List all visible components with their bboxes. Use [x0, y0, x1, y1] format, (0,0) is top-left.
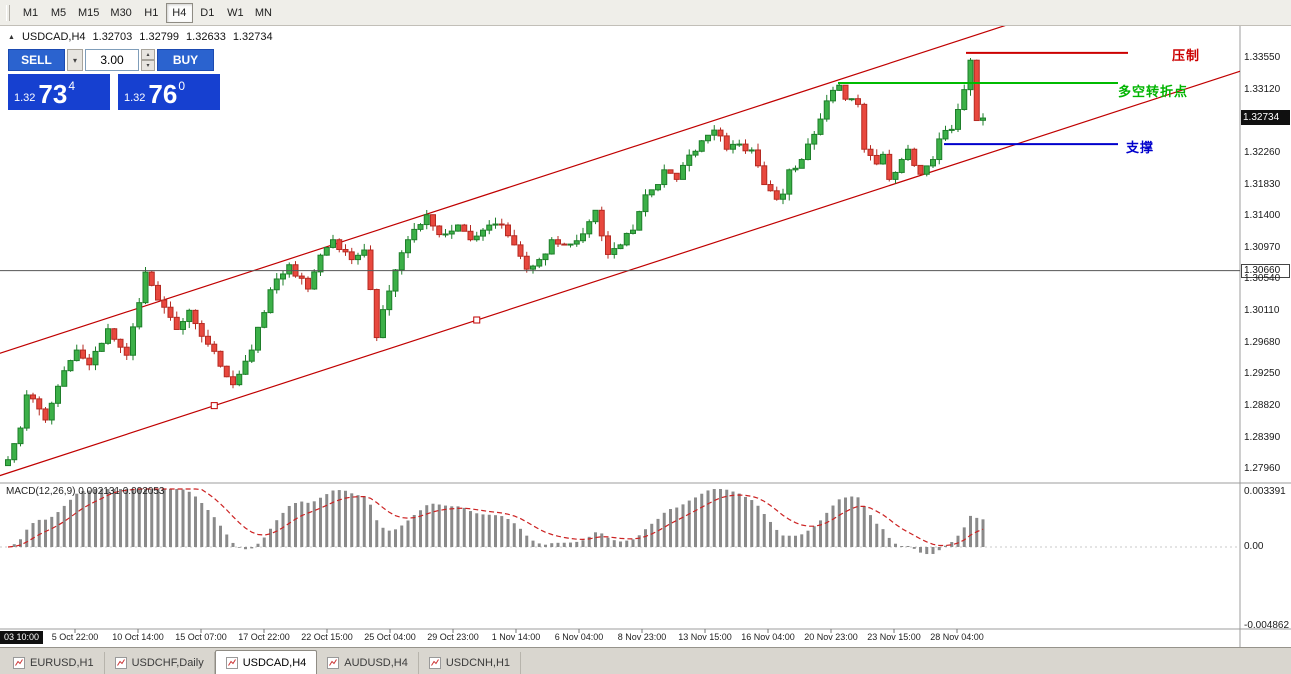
toolbar-grip-handle[interactable]: [6, 4, 10, 21]
chart-tab-label: EURUSD,H1: [30, 657, 94, 669]
volume-stepper: ▴ ▾: [141, 49, 155, 71]
time-axis-label: 1 Nov 14:00: [491, 632, 541, 642]
time-axis-label: 5 Oct 22:00: [51, 632, 99, 642]
chart-tab-label: AUDUSD,H4: [344, 657, 408, 669]
time-axis-label: 13 Nov 15:00: [678, 632, 732, 642]
macd-axis-label-bottom: -0.004862: [1244, 619, 1290, 631]
chart-tab-icon: [225, 656, 238, 669]
price-axis-label: 1.29250: [1244, 368, 1281, 380]
price-axis-label: 1.31830: [1244, 178, 1281, 190]
chart-window: ▲ USDCAD,H4 1.32703 1.32799 1.32633 1.32…: [0, 0, 1291, 647]
time-scale[interactable]: 03 10:00 5 Oct 22:00 10 Oct 14:00 15 Oct 0…: [0, 629, 1240, 647]
resistance-label[interactable]: 压制: [1172, 48, 1201, 63]
price-axis-label: 1.28820: [1244, 400, 1281, 411]
pivot-label[interactable]: 多空转折点: [1118, 84, 1189, 99]
time-axis-label: 10 Oct 14:00: [112, 632, 164, 642]
highlighted-time-box: 03 10:00: [0, 631, 44, 644]
chart-tab[interactable]: USDCAD,H4: [214, 650, 318, 674]
volume-dropdown-button[interactable]: ▾: [67, 49, 83, 71]
chart-tab-label: USDCHF,Daily: [131, 657, 204, 669]
level-price-box: 1.30660: [1241, 263, 1290, 278]
price-scale[interactable]: 1.32734 1.30660 0.003391 0.00 -0.004862 …: [1241, 0, 1291, 647]
price-axis-label: 1.31400: [1244, 210, 1281, 222]
time-axis-label: 29 Oct 23:00: [427, 632, 479, 642]
chart-tab[interactable]: AUDUSD,H4: [317, 652, 419, 674]
price-axis-label: 1.27960: [1244, 463, 1281, 475]
time-axis-label: 17 Oct 22:00: [238, 632, 290, 642]
sell-price-panel[interactable]: 1.32 73 4: [8, 74, 110, 110]
current-price-box: 1.32734: [1241, 110, 1290, 126]
ohlc-high: 1.32799: [139, 31, 180, 43]
time-axis-label: 15 Oct 07:00: [175, 632, 227, 642]
chart-tab-icon: [428, 657, 441, 669]
macd-axis-label-top: 0.003391: [1244, 485, 1286, 497]
price-axis-label: 1.30540: [1244, 273, 1281, 285]
timeframe-d1[interactable]: D1: [200, 6, 215, 19]
timeframe-m15[interactable]: M15: [78, 6, 100, 19]
price-axis-label: 1.33550: [1244, 52, 1281, 63]
buy-price-prefix: 1.32: [124, 92, 146, 104]
timeframe-w1[interactable]: W1: [227, 6, 244, 19]
buy-price-panel[interactable]: 1.32 76 0: [118, 74, 220, 110]
buy-price-sup: 0: [178, 79, 186, 93]
price-axis-label: 1.30110: [1244, 305, 1280, 317]
time-axis-label: 28 Nov 04:00: [930, 632, 984, 642]
timeframe-m1[interactable]: M1: [22, 6, 39, 19]
volume-increase-button[interactable]: ▴: [141, 49, 155, 60]
chart-tab[interactable]: EURUSD,H1: [3, 652, 105, 674]
time-axis-label: 23 Nov 15:00: [867, 632, 921, 642]
chart-title: ▲ USDCAD,H4 1.32703 1.32799 1.32633 1.32…: [8, 31, 273, 43]
one-click-panel: SELL ▾ ▴ ▾ BUY 1.32 73 4 1.32 76 0: [8, 49, 220, 110]
macd-indicator-label: MACD(12,26,9) 0.002131 0.002053: [6, 486, 165, 497]
price-axis-label: 1.32260: [1244, 146, 1281, 158]
time-axis-label: 22 Oct 15:00: [301, 632, 353, 642]
sell-button[interactable]: SELL: [8, 49, 65, 71]
sell-price-prefix: 1.32: [14, 92, 36, 104]
sell-price-main: 73: [38, 79, 68, 109]
volume-decrease-button[interactable]: ▾: [141, 60, 155, 71]
ohlc-close: 1.32734: [232, 31, 273, 43]
chart-tab[interactable]: USDCNH,H1: [419, 652, 522, 674]
time-axis-label: 20 Nov 23:00: [804, 632, 858, 642]
buy-price-main: 76: [148, 79, 178, 109]
timeframe-toolbar: M1 M5 M15 M30 H1 H4 D1 W1 MN: [0, 0, 1291, 26]
macd-axis-label-zero: 0.00: [1244, 541, 1264, 552]
buy-button[interactable]: BUY: [157, 49, 214, 71]
price-axis-label: 1.28390: [1244, 431, 1281, 443]
ohlc-low: 1.32633: [186, 31, 226, 43]
timeframe-m30[interactable]: M30: [110, 6, 132, 19]
chart-tab[interactable]: USDCHF,Daily: [105, 652, 215, 674]
timeframe-m5[interactable]: M5: [50, 6, 67, 19]
time-axis-label: 16 Nov 04:00: [741, 632, 795, 642]
timeframe-h1[interactable]: H1: [144, 6, 159, 19]
symbol-label: USDCAD,H4: [21, 31, 86, 43]
time-axis-label: 25 Oct 04:00: [364, 632, 416, 642]
time-axis-label: 6 Nov 04:00: [554, 632, 604, 642]
one-click-toggle-icon[interactable]: ▲: [8, 33, 15, 41]
timeframe-h4[interactable]: H4: [165, 2, 193, 23]
chevron-down-icon: ▾: [72, 55, 77, 65]
sell-price-sup: 4: [68, 79, 76, 93]
ohlc-open: 1.32703: [92, 31, 133, 43]
chart-canvas[interactable]: [0, 0, 1291, 647]
chart-tab-label: USDCNH,H1: [445, 657, 511, 669]
time-axis-label: 8 Nov 23:00: [617, 632, 667, 642]
chart-tab-icon: [114, 657, 127, 669]
price-axis-label: 1.30970: [1244, 241, 1281, 253]
chart-tab-icon: [327, 657, 340, 669]
price-axis-label: 1.29680: [1244, 336, 1281, 348]
chart-tab-label: USDCAD,H4: [242, 656, 307, 669]
volume-input[interactable]: [85, 49, 139, 71]
price-axis-label: 1.33120: [1244, 83, 1281, 95]
support-label[interactable]: 支撑: [1126, 140, 1155, 155]
chart-tabbar: EURUSD,H1 USDCHF,Daily USDCAD,H4 AUDUSD,H4 U…: [0, 647, 1291, 674]
chart-tab-icon: [13, 657, 25, 669]
timeframe-mn[interactable]: MN: [254, 6, 272, 19]
